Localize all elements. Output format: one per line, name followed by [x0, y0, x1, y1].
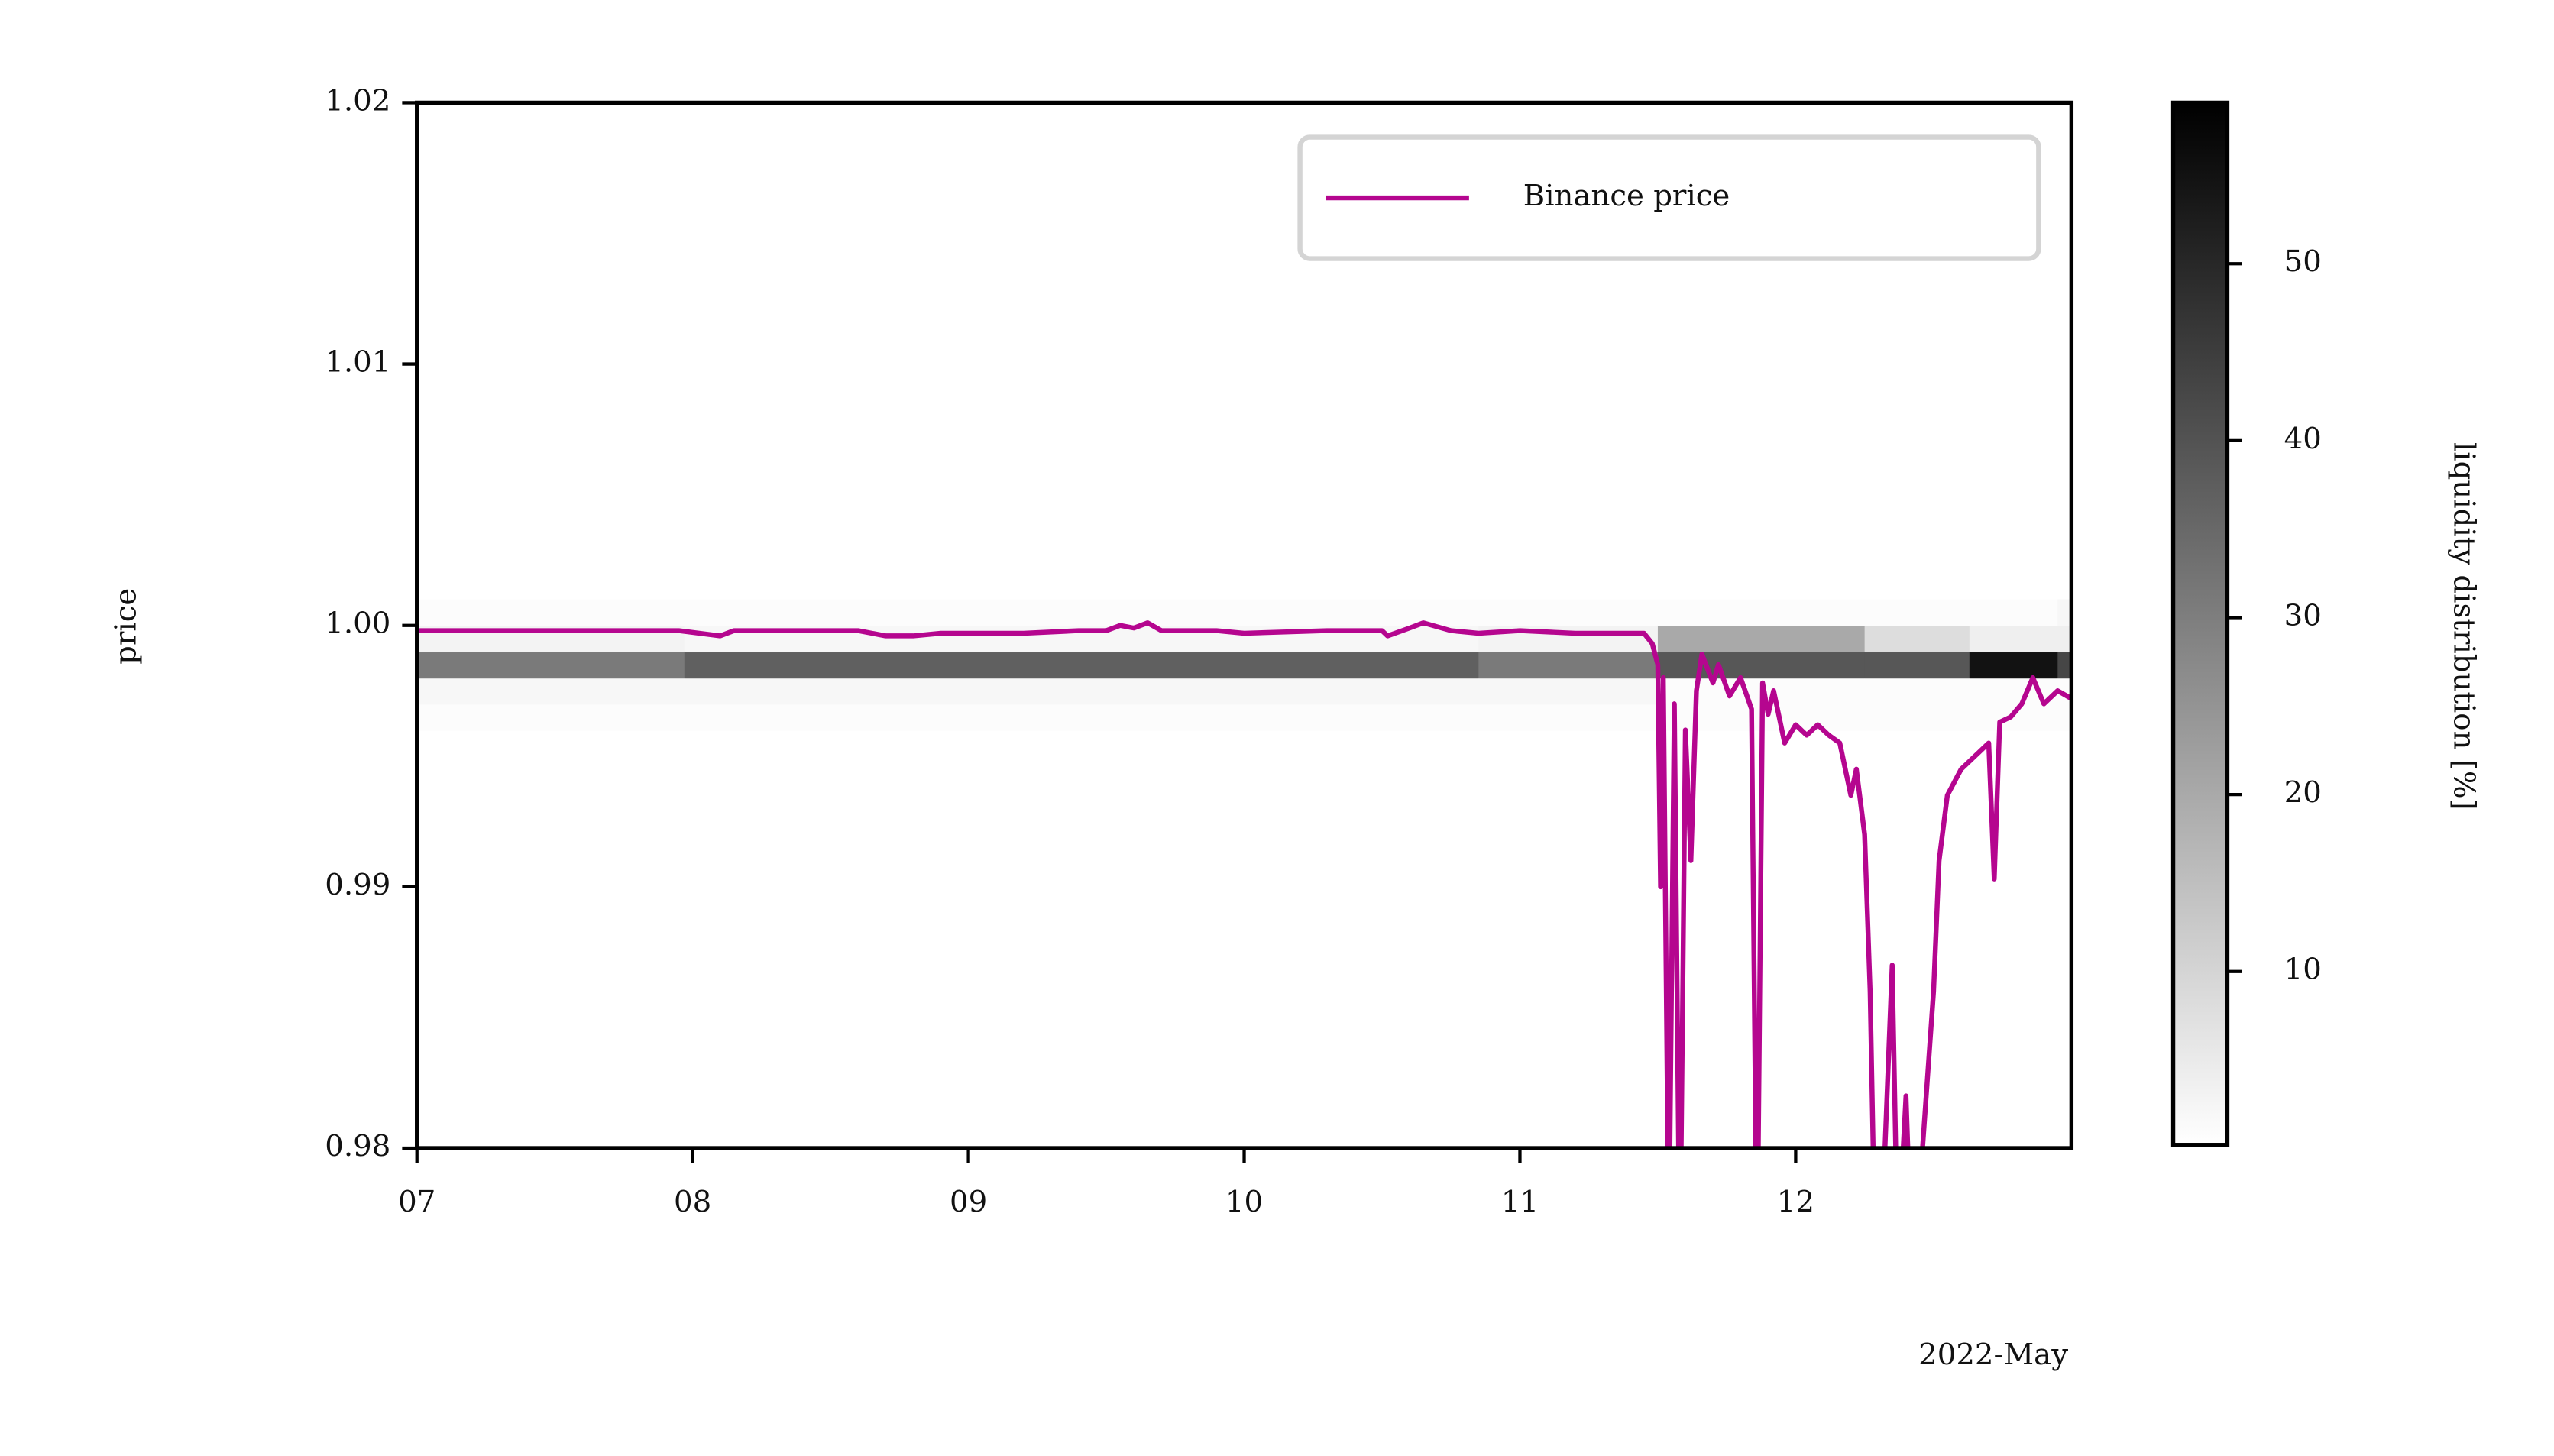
y-tick-label: 1.02: [325, 83, 390, 118]
heatmap-cell: [1478, 704, 1659, 731]
heatmap-cell: [1864, 625, 1970, 653]
colorbar-tick-label: 10: [2284, 953, 2322, 987]
heatmap-cell: [416, 678, 685, 705]
x-tick-label: 09: [950, 1185, 987, 1219]
heatmap-cell: [416, 651, 685, 679]
colorbar: [2173, 102, 2228, 1145]
heatmap-cell: [1657, 599, 1866, 626]
heatmap-cell: [1969, 651, 2059, 679]
x-tick-label: 07: [398, 1185, 435, 1219]
heatmap-cell: [684, 678, 1480, 705]
heatmap-cell: [2057, 651, 2072, 679]
heatmap-cell: [1864, 599, 1970, 626]
heatmap-cell: [1478, 678, 1659, 705]
colorbar-tick-label: 20: [2284, 775, 2322, 810]
colorbar-tick-label: 30: [2284, 598, 2322, 633]
x-offset-label: 2022-May: [1918, 1338, 2068, 1372]
heatmap-cell: [2057, 704, 2072, 731]
heatmap-cell: [1864, 704, 1970, 731]
heatmap-cell: [2057, 625, 2072, 653]
y-tick-label: 0.99: [325, 868, 390, 902]
heatmap-cell: [684, 599, 1480, 626]
heatmap-cell: [1478, 651, 1659, 679]
heatmap: [416, 599, 2072, 731]
heatmap-cell: [1657, 651, 1866, 679]
heatmap-cell: [684, 704, 1480, 731]
heatmap-cell: [1969, 625, 2059, 653]
x-tick-label: 10: [1225, 1185, 1263, 1219]
legend-box: [1297, 134, 2041, 261]
legend-label: Binance price: [1523, 179, 1730, 213]
y-axis-label: price: [109, 588, 144, 665]
x-tick-label: 12: [1777, 1185, 1814, 1219]
y-tick-label: 0.98: [325, 1129, 390, 1163]
colorbar-tick-label: 50: [2284, 244, 2322, 279]
y-tick-label: 1.01: [325, 345, 390, 380]
x-tick-label: 08: [674, 1185, 711, 1219]
heatmap-cell: [684, 651, 1480, 679]
heatmap-cell: [2057, 599, 2072, 626]
y-tick-label: 1.00: [325, 607, 390, 641]
colorbar-label: liquidity distribution [%]: [2447, 442, 2481, 811]
price-line: [416, 620, 2072, 1149]
heatmap-cell: [416, 599, 685, 626]
heatmap-cell: [1478, 599, 1659, 626]
plot-area: [416, 620, 2072, 1149]
colorbar-frame: [2170, 100, 2230, 1147]
legend: Binance price: [1297, 134, 2041, 261]
heatmap-cell: [1969, 599, 2059, 626]
heatmap-cell: [1657, 625, 1866, 653]
colorbar-tick-label: 40: [2284, 422, 2322, 456]
heatmap-cell: [1864, 678, 1970, 705]
heatmap-cell: [1969, 704, 2059, 731]
x-tick-label: 11: [1501, 1185, 1539, 1219]
heatmap-cell: [416, 704, 685, 731]
heatmap-cell: [1864, 651, 1970, 679]
